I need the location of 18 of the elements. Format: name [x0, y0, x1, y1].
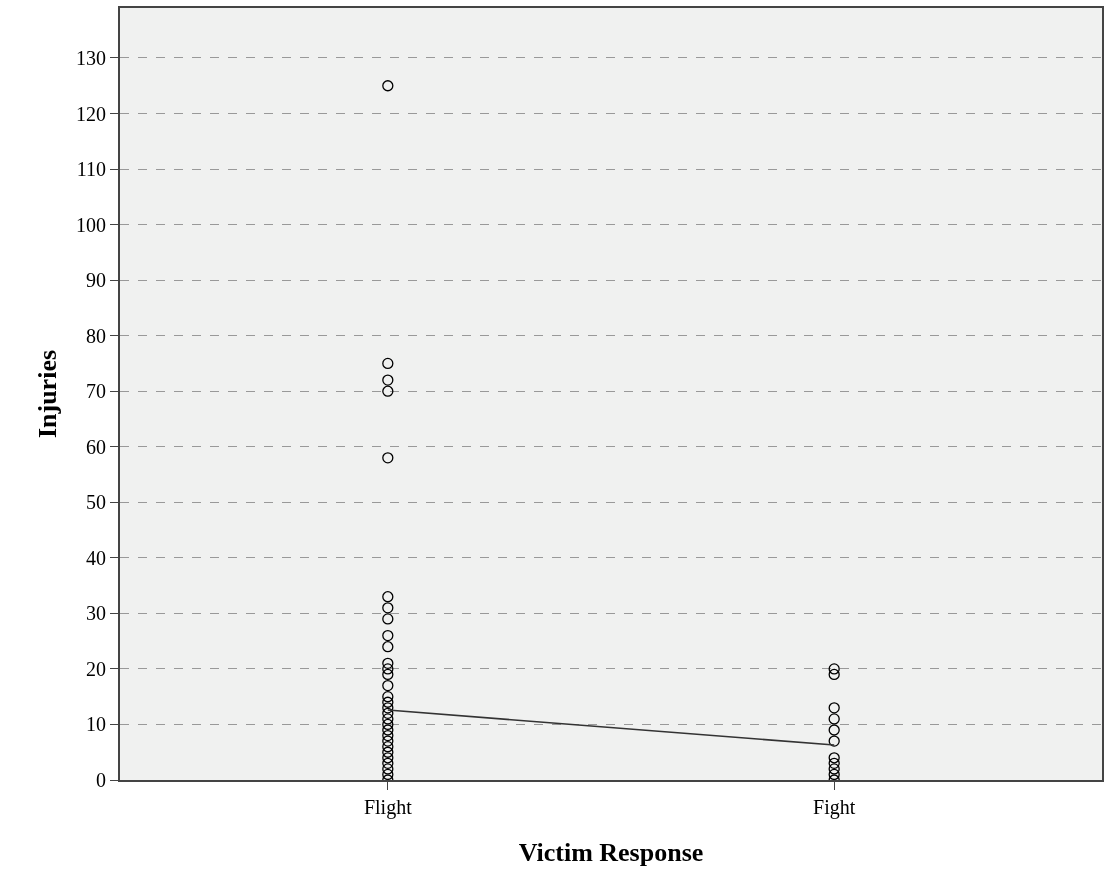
y-axis-title: Injuries [32, 349, 62, 439]
y-tick-label: 60 [86, 435, 106, 458]
y-tick-label: 20 [86, 657, 106, 680]
y-tick-label: 130 [76, 46, 106, 69]
y-tick-label: 40 [86, 546, 106, 569]
y-tick-label: 30 [86, 602, 106, 625]
y-tick-label: 90 [86, 269, 106, 292]
y-tick-label: 110 [76, 158, 106, 181]
y-tick-label: 120 [76, 102, 106, 125]
x-tick-label: Fight [813, 796, 856, 819]
x-axis-title: Victim Response [518, 838, 704, 868]
x-tick-label: Flight [363, 796, 413, 819]
y-tick-label: 100 [76, 213, 106, 236]
y-tick-label: 80 [86, 324, 106, 347]
y-tick-label: 70 [86, 380, 106, 403]
y-tick-label: 0 [96, 769, 106, 791]
y-tick-label: 50 [86, 491, 106, 514]
y-tick-label: 10 [86, 713, 106, 736]
